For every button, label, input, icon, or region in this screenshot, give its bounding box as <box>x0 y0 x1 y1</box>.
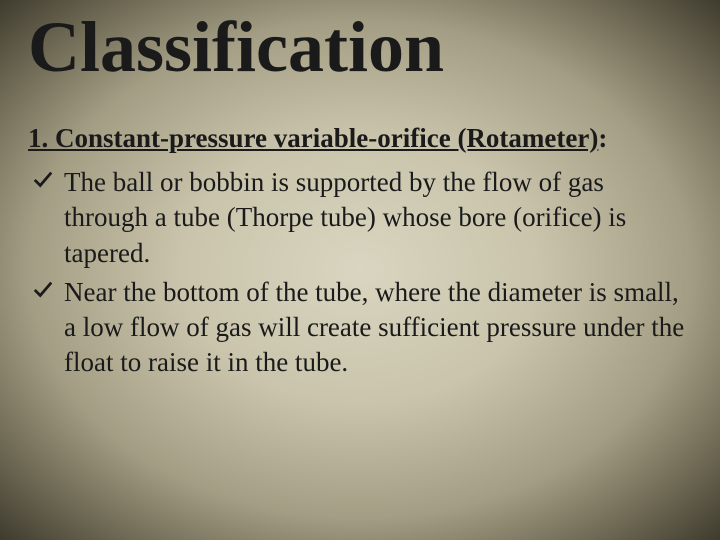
list-item-text: Near the bottom of the tube, where the d… <box>64 277 684 377</box>
bullet-list: The ball or bobbin is supported by the f… <box>28 165 692 380</box>
subheading-colon: : <box>598 123 607 153</box>
slide-title: Classification <box>28 10 692 86</box>
list-item-text: The ball or bobbin is supported by the f… <box>64 167 626 267</box>
check-icon <box>32 168 54 190</box>
section-subheading: 1. Constant-pressure variable-orifice (R… <box>28 122 692 156</box>
subheading-text: 1. Constant-pressure variable-orifice (R… <box>28 123 598 153</box>
list-item: The ball or bobbin is supported by the f… <box>28 165 692 270</box>
list-item: Near the bottom of the tube, where the d… <box>28 275 692 380</box>
check-icon <box>32 278 54 300</box>
